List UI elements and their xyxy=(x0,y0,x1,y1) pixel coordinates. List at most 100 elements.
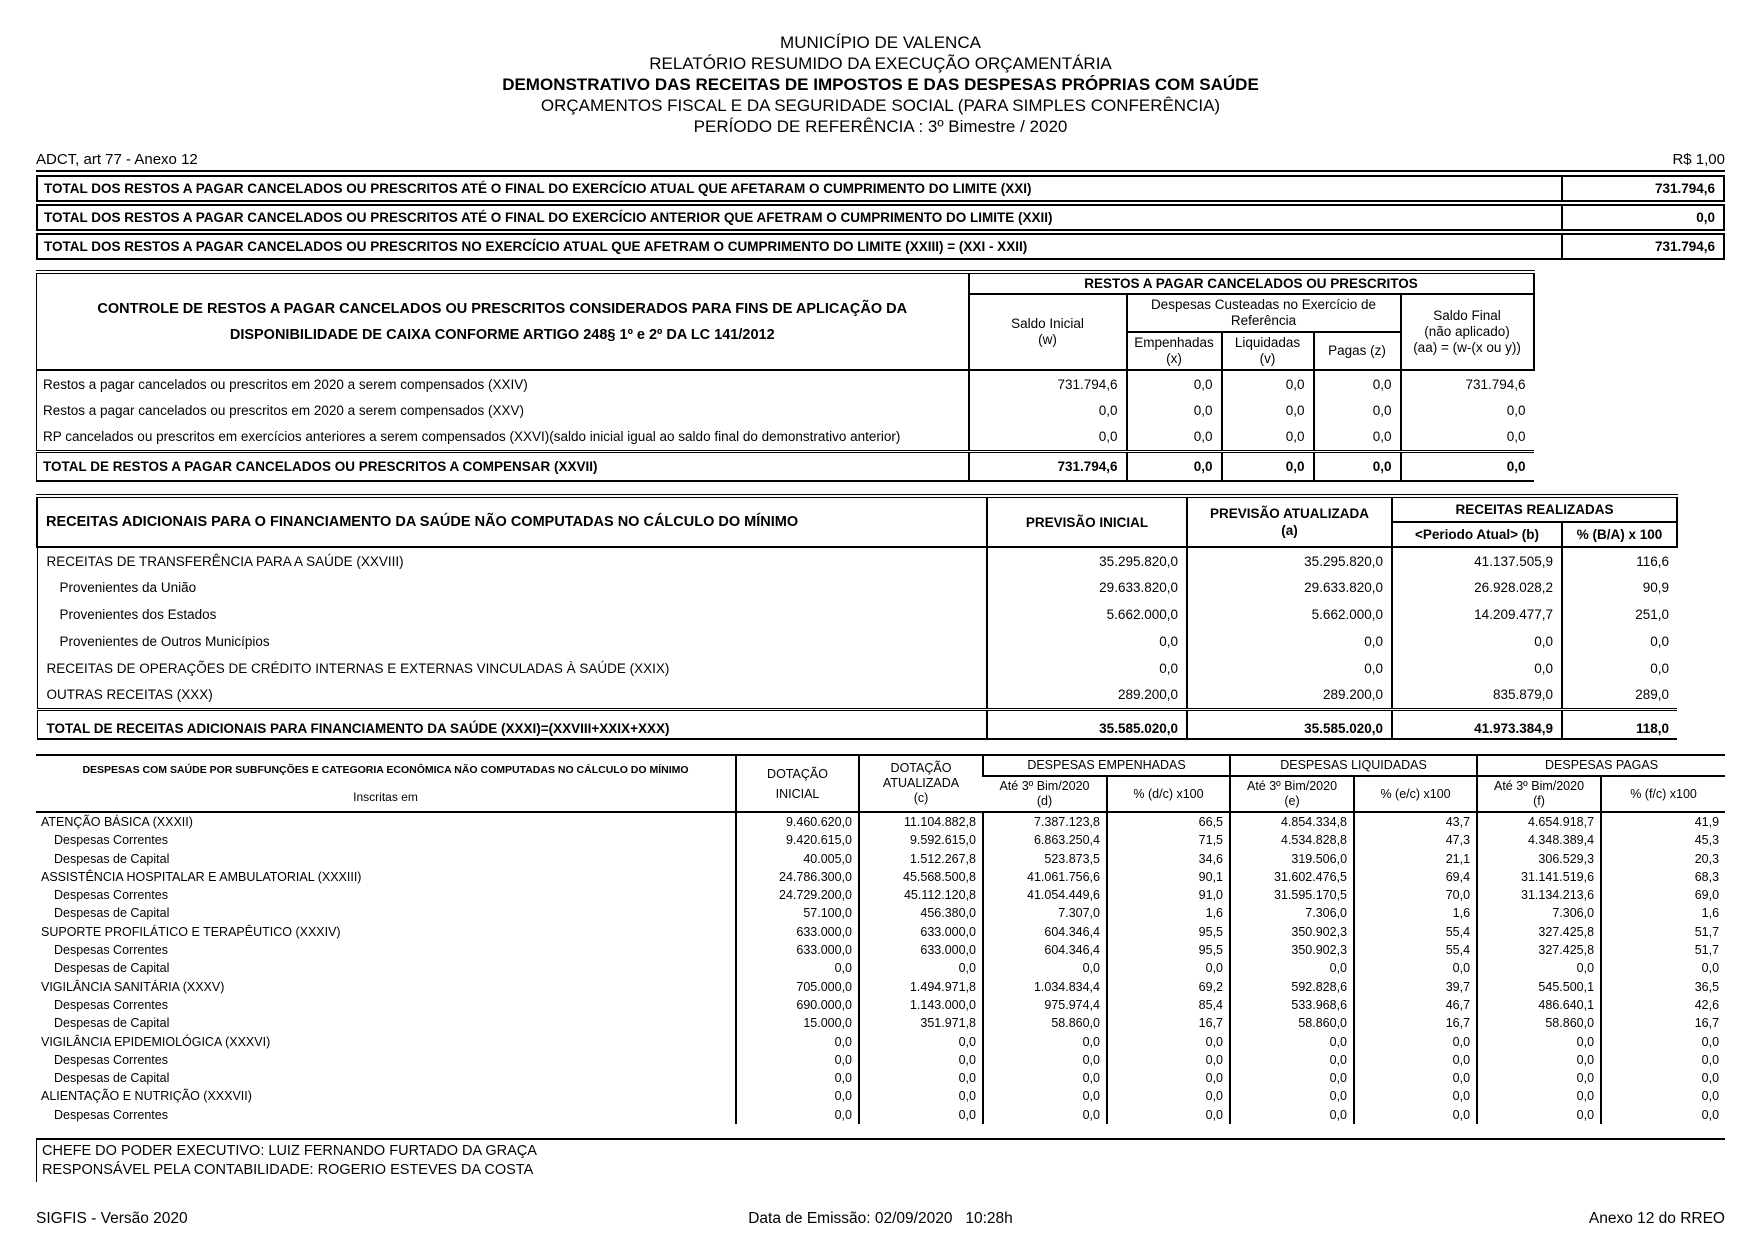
cell-previsao-inicial: 29.633.820,0 xyxy=(986,574,1187,601)
cell-dotacao-inicial: 705.000,0 xyxy=(735,977,859,996)
cell-liquidadas: 31.602.476,5 xyxy=(1229,867,1355,887)
table-row: VIGILÂNCIA EPIDEMIOLÓGICA (XXXVI) 0,0 0,… xyxy=(36,1032,1726,1051)
cell-dotacao-inicial: 9.460.620,0 xyxy=(735,812,859,832)
receitas-adicionais-table: RECEITAS ADICIONAIS PARA O FINANCIAMENTO… xyxy=(36,494,1679,740)
column-header-pct-ba: % (B/A) x 100 xyxy=(1560,521,1679,548)
cell-pct-fc: 42,6 xyxy=(1600,995,1726,1015)
cell-liquidadas: 533.968,6 xyxy=(1229,995,1355,1015)
reference-period: PERÍODO DE REFERÊNCIA : 3º Bimestre / 20… xyxy=(693,117,1068,136)
total-label: TOTAL DE RESTOS A PAGAR CANCELADOS OU PR… xyxy=(36,449,969,481)
table-row: TOTAL DOS RESTOS A PAGAR CANCELADOS OU P… xyxy=(36,233,1725,260)
cell-saldo-inicial: 731.794,6 xyxy=(967,370,1127,397)
row-label: RECEITAS DE OPERAÇÕES DE CRÉDITO INTERNA… xyxy=(36,655,987,682)
cell-pct-fc: 0,0 xyxy=(1600,1087,1726,1106)
cell-pagas: 0,0 xyxy=(1476,1032,1602,1051)
table-row: Despesas Correntes 690.000,0 1.143.000,0… xyxy=(36,995,1726,1015)
cell-dotacao-inicial: 0,0 xyxy=(735,1105,859,1125)
cell-pct-ba: 289,0 xyxy=(1560,682,1678,709)
row-value: 731.794,6 xyxy=(1561,177,1723,200)
cell-pct-ec: 0,0 xyxy=(1353,1105,1478,1125)
cell-empenhadas: 0,0 xyxy=(982,959,1107,978)
cell-previsao-atualizada: 0,0 xyxy=(1186,628,1392,655)
totals-restos-a-pagar-table: TOTAL DOS RESTOS A PAGAR CANCELADOS OU P… xyxy=(36,175,1725,260)
cell-empenhadas: 0,0 xyxy=(982,1069,1107,1088)
row-label: SUPORTE PROFILÁTICO E TERAPÊUTICO (XXXIV… xyxy=(41,924,341,939)
cell-dotacao-inicial: 0,0 xyxy=(735,1069,859,1088)
cell-dotacao-inicial: 9.420.615,0 xyxy=(735,831,859,850)
cell-empenhadas: 41.054.449,6 xyxy=(982,886,1107,905)
cell-pct-dc: 95,5 xyxy=(1105,922,1231,942)
emission-date: Data de Emissão: 02/09/2020 10:28h xyxy=(748,1210,1013,1228)
cell-pct-dc: 91,0 xyxy=(1105,886,1231,905)
cell-dotacao-atualizada: 1.143.000,0 xyxy=(858,995,983,1015)
cell-liquidadas: 0,0 xyxy=(1220,370,1314,397)
cell-periodo-atual: 41.137.505,9 xyxy=(1391,547,1562,574)
cell-dotacao-atualizada: 0,0 xyxy=(858,959,983,978)
cell-dotacao-atualizada: 0,0 xyxy=(858,1105,983,1125)
table-row: Provenientes da União 29.633.820,0 29.63… xyxy=(36,574,1678,601)
column-header-empenhadas: Empenhadas (x) xyxy=(1125,331,1223,371)
cell-pagas: 0,0 xyxy=(1476,1050,1602,1070)
table-row: Despesas Correntes 633.000,0 633.000,0 6… xyxy=(36,941,1726,960)
cell-dotacao-inicial: 0,0 xyxy=(735,959,859,978)
cell-dotacao-atualizada: 633.000,0 xyxy=(858,941,983,960)
cell-pagas: 4.348.389,4 xyxy=(1476,831,1602,850)
column-header-pagas: Pagas (z) xyxy=(1312,331,1402,371)
cell-dotacao-inicial: 690.000,0 xyxy=(735,995,859,1015)
total-pct-ba: 118,0 xyxy=(1560,707,1678,739)
cell-liquidadas: 0,0 xyxy=(1229,959,1355,978)
cell-pagas: 0,0 xyxy=(1312,397,1401,424)
cell-pct-ec: 47,3 xyxy=(1353,831,1478,850)
report-title: RELATÓRIO RESUMIDO DA EXECUÇÃO ORÇAMENTÁ… xyxy=(649,54,1112,73)
table-row: Despesas Correntes 9.420.615,0 9.592.615… xyxy=(36,831,1726,850)
cell-empenhadas: 41.061.756,6 xyxy=(982,867,1107,887)
cell-pct-fc: 20,3 xyxy=(1600,849,1726,868)
cell-liquidadas: 0,0 xyxy=(1229,1087,1355,1106)
cell-pagas: 0,0 xyxy=(1312,370,1401,397)
cell-liquidadas: 4.534.828,8 xyxy=(1229,831,1355,850)
cell-pct-ec: 70,0 xyxy=(1353,886,1478,905)
row-label: Despesas Correntes xyxy=(54,1107,168,1122)
annex-label: Anexo 12 do RREO xyxy=(1588,1210,1725,1228)
table-row: Provenientes dos Estados 5.662.000,0 5.6… xyxy=(36,601,1678,628)
cell-pct-fc: 41,9 xyxy=(1600,812,1726,832)
table-row: SUPORTE PROFILÁTICO E TERAPÊUTICO (XXXIV… xyxy=(36,922,1726,942)
row-label: Restos a pagar cancelados ou prescritos … xyxy=(36,397,969,424)
page-footer: SIGFIS - Versão 2020 Data de Emissão: 02… xyxy=(36,1210,1725,1228)
cell-pct-ec: 0,0 xyxy=(1353,1032,1478,1051)
cell-dotacao-atualizada: 9.592.615,0 xyxy=(858,831,983,850)
cell-previsao-atualizada: 29.633.820,0 xyxy=(1186,574,1392,601)
cell-dotacao-inicial: 0,0 xyxy=(735,1032,859,1051)
table-row: ALIENTAÇÃO E NUTRIÇÃO (XXXVII) 0,0 0,0 0… xyxy=(36,1087,1726,1106)
bottom-divider xyxy=(36,1138,1725,1141)
cell-pct-fc: 16,7 xyxy=(1600,1014,1726,1033)
row-label: RECEITAS DE TRANSFERÊNCIA PARA A SAÚDE (… xyxy=(36,547,987,574)
header-row: Até 3º Bim/2020 (d) % (d/c) x100 Até 3º … xyxy=(36,776,1726,813)
row-value: 731.794,6 xyxy=(1561,235,1723,258)
cell-pct-ec: 46,7 xyxy=(1353,995,1478,1015)
cell-pct-ec: 0,0 xyxy=(1353,1087,1478,1106)
cell-pct-fc: 0,0 xyxy=(1600,959,1726,978)
cell-saldo-inicial: 0,0 xyxy=(967,424,1127,451)
table-row: Despesas de Capital 57.100,0 456.380,0 7… xyxy=(36,904,1726,923)
accountant-signature: RESPONSÁVEL PELA CONTABILIDADE: ROGERIO … xyxy=(42,1162,534,1179)
table-row: TOTAL DOS RESTOS A PAGAR CANCELADOS OU P… xyxy=(36,175,1725,202)
cell-pagas: 7.306,0 xyxy=(1476,904,1602,923)
cell-pct-dc: 90,1 xyxy=(1105,867,1231,887)
table-row: VIGILÂNCIA SANITÁRIA (XXXV) 705.000,0 1.… xyxy=(36,977,1726,996)
controle-title-line2: DISPONIBILIDADE DE CAIXA CONFORME ARTIGO… xyxy=(229,326,775,343)
table-row: Provenientes de Outros Municípios 0,0 0,… xyxy=(36,628,1678,655)
table-row: RECEITAS DE TRANSFERÊNCIA PARA A SAÚDE (… xyxy=(36,547,1678,574)
row-label: Restos a pagar cancelados ou prescritos … xyxy=(36,370,969,397)
cell-pagas: 327.425,8 xyxy=(1476,922,1602,942)
total-pagas: 0,0 xyxy=(1312,449,1401,481)
cell-dotacao-inicial: 15.000,0 xyxy=(735,1014,859,1033)
cell-previsao-atualizada: 289.200,0 xyxy=(1186,682,1392,709)
statement-title: DEMONSTRATIVO DAS RECEITAS DE IMPOSTOS E… xyxy=(502,75,1259,94)
total-empenhadas: 0,0 xyxy=(1125,449,1222,481)
cell-pct-fc: 0,0 xyxy=(1600,1032,1726,1051)
cell-liquidadas: 592.828,6 xyxy=(1229,977,1355,996)
controle-title: CONTROLE DE RESTOS A PAGAR CANCELADOS OU… xyxy=(36,271,970,371)
cell-liquidadas: 7.306,0 xyxy=(1229,904,1355,923)
cell-pct-ba: 0,0 xyxy=(1560,655,1678,682)
